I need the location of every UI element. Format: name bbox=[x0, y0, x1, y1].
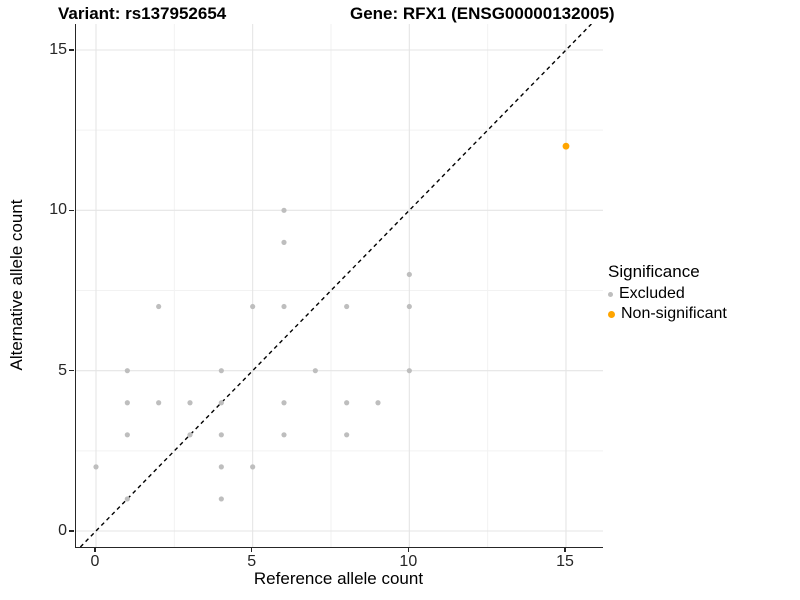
plot-canvas bbox=[76, 24, 603, 547]
legend-key-dot bbox=[608, 310, 615, 318]
point-non-significant bbox=[562, 142, 570, 150]
point-excluded bbox=[250, 464, 256, 470]
point-excluded bbox=[406, 271, 412, 278]
point-excluded bbox=[218, 432, 224, 438]
point-excluded bbox=[124, 400, 130, 406]
point-excluded bbox=[250, 303, 256, 310]
point-excluded bbox=[156, 400, 162, 406]
point-excluded bbox=[281, 432, 287, 438]
point-excluded bbox=[187, 432, 193, 438]
y-tick-label: 10 bbox=[49, 201, 67, 219]
y-tick-mark bbox=[69, 49, 74, 51]
point-excluded bbox=[218, 400, 224, 406]
point-excluded bbox=[93, 464, 99, 470]
x-tick-label: 15 bbox=[556, 553, 574, 570]
legend-item-label: Excluded bbox=[619, 285, 685, 302]
y-tick-mark bbox=[69, 209, 74, 212]
x-axis-title: Reference allele count bbox=[253, 569, 424, 588]
x-tick-label: 0 bbox=[90, 553, 100, 570]
x-tick-label: 10 bbox=[399, 553, 418, 570]
x-tick-label: 5 bbox=[247, 553, 257, 570]
point-excluded bbox=[218, 464, 224, 470]
point-excluded bbox=[124, 496, 130, 502]
y-tick-label: 5 bbox=[58, 361, 67, 379]
legend-item: Excluded bbox=[608, 285, 798, 303]
y-axis-title: Alternative allele count bbox=[7, 199, 26, 371]
point-excluded bbox=[281, 207, 287, 213]
point-excluded bbox=[406, 368, 412, 374]
x-tick-mark bbox=[250, 547, 253, 552]
point-excluded bbox=[281, 239, 287, 245]
point-excluded bbox=[281, 400, 287, 406]
legend-items: Excluded Non-significant bbox=[608, 285, 798, 323]
x-tick-mark bbox=[94, 547, 96, 552]
identity-line bbox=[79, 24, 592, 547]
point-excluded bbox=[124, 432, 130, 438]
point-excluded bbox=[344, 432, 350, 438]
point-excluded bbox=[218, 496, 224, 502]
point-excluded bbox=[187, 400, 193, 406]
x-tick-mark bbox=[407, 547, 410, 552]
legend-title: Significance bbox=[608, 262, 700, 281]
point-excluded bbox=[218, 368, 224, 374]
legend-item: Non-significant bbox=[608, 305, 798, 323]
point-excluded bbox=[156, 303, 162, 310]
point-excluded bbox=[344, 303, 350, 310]
point-excluded bbox=[281, 303, 287, 310]
x-tick-mark bbox=[564, 547, 566, 552]
legend: Significance Excluded Non-significant bbox=[608, 262, 798, 325]
y-tick-mark bbox=[69, 369, 74, 372]
plot-panel bbox=[75, 24, 603, 548]
point-excluded bbox=[312, 368, 318, 374]
y-tick-mark bbox=[69, 530, 74, 532]
point-excluded bbox=[124, 368, 130, 374]
y-tick-label: 15 bbox=[49, 40, 67, 58]
point-excluded bbox=[406, 303, 412, 310]
legend-item-label: Non-significant bbox=[621, 305, 727, 322]
plot-title-variant: Variant: rs137952654 bbox=[58, 4, 227, 23]
point-excluded bbox=[344, 400, 350, 406]
y-tick-label: 0 bbox=[58, 522, 67, 539]
point-excluded bbox=[375, 400, 381, 406]
plot-title-gene: Gene: RFX1 (ENSG00000132005) bbox=[350, 4, 615, 23]
legend-key-dot bbox=[608, 291, 613, 297]
